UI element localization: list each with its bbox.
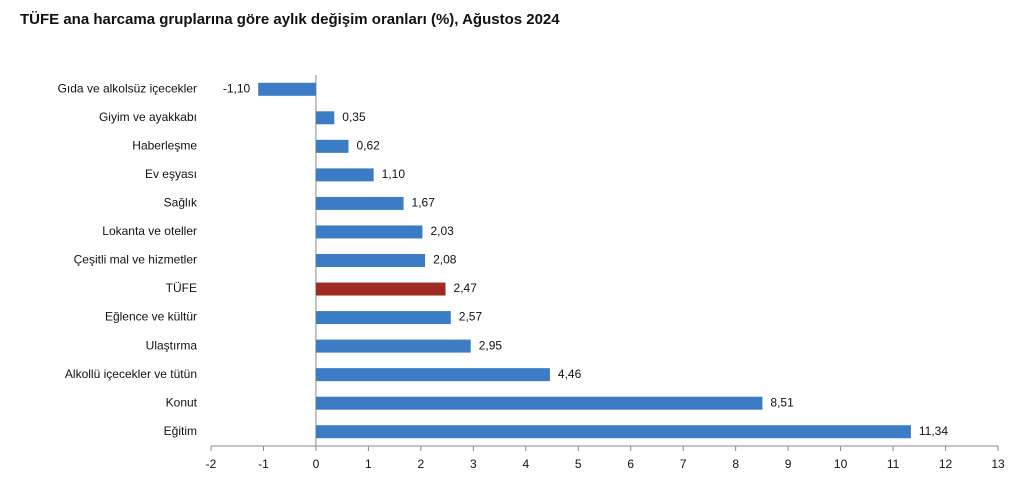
- bar: [258, 82, 316, 96]
- value-label: 2,08: [433, 253, 457, 267]
- x-tick-label: 6: [627, 457, 634, 471]
- category-label: Alkollü içecekler ve tütün: [65, 367, 197, 381]
- bar: [315, 196, 404, 210]
- x-tick-label: 13: [991, 457, 1005, 471]
- bar: [315, 139, 349, 153]
- x-tick-label: -2: [206, 457, 217, 471]
- value-label: 1,67: [412, 196, 436, 210]
- x-tick-label: 8: [732, 457, 739, 471]
- x-tick-label: 7: [680, 457, 687, 471]
- x-tick-label: 12: [939, 457, 953, 471]
- category-label: Lokanta ve oteller: [102, 224, 197, 238]
- bar: [315, 368, 550, 382]
- x-tick-label: 0: [313, 457, 320, 471]
- value-label: 4,46: [558, 367, 582, 381]
- category-label: Eğitim: [164, 424, 197, 438]
- x-tick-label: 11: [887, 457, 900, 471]
- bar: [315, 254, 426, 267]
- value-label: 2,95: [479, 338, 503, 352]
- value-label: 0,35: [342, 110, 366, 124]
- x-tick-label: 2: [418, 457, 425, 471]
- bar: [315, 111, 335, 125]
- bar: [315, 339, 471, 353]
- category-label: Ev eşyası: [145, 167, 197, 181]
- x-tick-label: 1: [365, 457, 372, 471]
- category-label: Çeşitli mal ve hizmetler: [74, 253, 197, 267]
- value-label: 1,10: [382, 167, 406, 181]
- bar: [315, 425, 911, 439]
- bar: [315, 282, 446, 296]
- value-label: 2,47: [454, 281, 478, 295]
- x-tick-label: 3: [470, 457, 477, 471]
- category-label: TÜFE: [166, 281, 197, 295]
- bar: [315, 168, 374, 182]
- category-label: Eğlence ve kültür: [105, 310, 197, 324]
- category-label: Gıda ve alkolsüz içecekler: [58, 81, 197, 95]
- bar: [315, 225, 423, 239]
- value-label: 2,03: [430, 224, 454, 238]
- value-label: 11,34: [919, 424, 948, 438]
- value-label: -1,10: [223, 81, 251, 95]
- category-label: Ulaştırma: [146, 338, 198, 352]
- x-tick-label: 10: [834, 457, 848, 471]
- x-tick-label: -1: [258, 457, 269, 471]
- bar: [315, 396, 763, 410]
- x-tick-label: 5: [575, 457, 582, 471]
- value-label: 8,51: [770, 395, 794, 409]
- category-label: Konut: [166, 395, 198, 409]
- category-label: Sağlık: [164, 196, 198, 210]
- chart-title: TÜFE ana harcama gruplarına göre aylık d…: [20, 11, 560, 28]
- category-label: Giyim ve ayakkabı: [99, 110, 197, 124]
- value-label: 0,62: [356, 139, 380, 153]
- value-label: 2,57: [459, 310, 483, 324]
- x-tick-label: 4: [522, 457, 529, 471]
- x-tick-label: 9: [785, 457, 792, 471]
- bar: [315, 311, 451, 325]
- category-label: Haberleşme: [132, 139, 197, 153]
